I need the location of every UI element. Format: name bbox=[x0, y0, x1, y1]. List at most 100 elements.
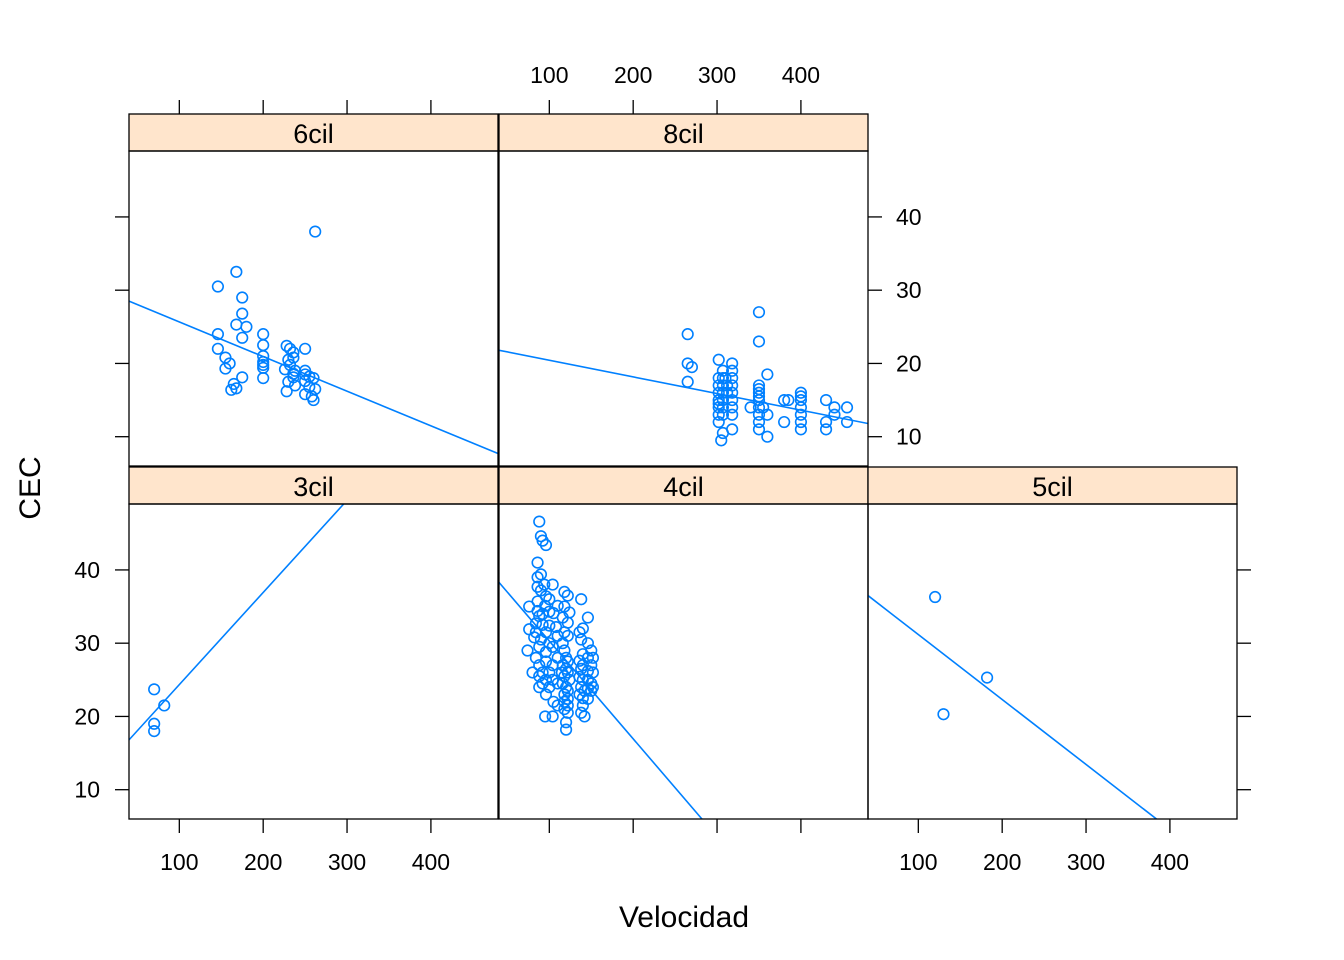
data-point-4cil bbox=[585, 684, 598, 697]
data-point-8cil bbox=[819, 393, 833, 407]
data-point-6cil bbox=[230, 382, 243, 395]
data-point-8cil bbox=[726, 364, 739, 377]
data-point-4cil bbox=[586, 651, 600, 664]
data-point-4cil bbox=[575, 593, 588, 606]
data-point-4cil bbox=[534, 568, 548, 581]
data-point-8cil bbox=[761, 430, 774, 443]
data-point-8cil bbox=[726, 357, 739, 370]
data-point-8cil bbox=[778, 415, 791, 429]
regression-line-3cil bbox=[129, 504, 345, 741]
data-point-4cil bbox=[539, 645, 553, 659]
data-point-6cil bbox=[257, 339, 270, 352]
data-point-4cil bbox=[539, 688, 553, 701]
data-point-6cil bbox=[240, 320, 253, 333]
regression-line-4cil bbox=[499, 581, 703, 819]
data-point-5cil bbox=[937, 708, 950, 721]
data-point-4cil bbox=[575, 633, 588, 646]
data-point-8cil bbox=[840, 401, 854, 414]
data-point-6cil bbox=[299, 342, 312, 355]
data-point-3cil bbox=[148, 683, 161, 696]
strip-label-8cil: 8cil bbox=[663, 119, 704, 149]
y-tick-label: 10 bbox=[896, 424, 922, 450]
regression-line-6cil bbox=[129, 300, 498, 455]
data-point-8cil bbox=[794, 408, 808, 421]
data-point-8cil bbox=[726, 408, 739, 421]
data-point-6cil bbox=[223, 357, 236, 370]
strip-5cil bbox=[867, 466, 1238, 505]
data-point-6cil bbox=[257, 328, 270, 341]
data-point-8cil bbox=[840, 415, 854, 429]
data-point-8cil bbox=[752, 401, 766, 414]
panel-frame-5cil bbox=[867, 503, 1238, 820]
data-point-6cil bbox=[225, 383, 238, 396]
panel-frame-8cil bbox=[498, 150, 869, 467]
strip-label-3cil: 3cil bbox=[293, 472, 334, 502]
data-point-4cil bbox=[536, 677, 549, 690]
data-point-6cil bbox=[211, 342, 224, 355]
data-point-8cil bbox=[726, 401, 739, 414]
strip-6cil bbox=[128, 113, 499, 152]
data-point-6cil bbox=[307, 393, 320, 407]
data-point-4cil bbox=[546, 710, 559, 723]
strip-8cil bbox=[498, 113, 869, 152]
strip-label-6cil: 6cil bbox=[293, 119, 334, 149]
data-point-4cil bbox=[539, 655, 553, 668]
data-point-8cil bbox=[726, 379, 739, 392]
strip-3cil bbox=[128, 466, 499, 505]
data-point-8cil bbox=[726, 371, 739, 385]
data-point-4cil bbox=[561, 699, 574, 712]
data-point-4cil bbox=[581, 637, 594, 650]
data-point-8cil bbox=[761, 368, 774, 381]
data-point-8cil bbox=[681, 328, 694, 341]
x-tick-label: 400 bbox=[782, 62, 820, 88]
data-point-8cil bbox=[726, 386, 739, 399]
data-point-4cil bbox=[533, 515, 546, 528]
data-point-5cil bbox=[928, 590, 942, 604]
data-point-8cil bbox=[681, 375, 694, 388]
data-point-4cil bbox=[546, 578, 559, 591]
data-point-4cil bbox=[528, 631, 541, 644]
data-point-8cil bbox=[726, 393, 739, 407]
data-point-6cil bbox=[230, 318, 243, 331]
data-point-6cil bbox=[211, 280, 224, 293]
x-tick-label: 400 bbox=[412, 849, 450, 875]
data-point-8cil bbox=[715, 434, 728, 447]
data-point-8cil bbox=[752, 415, 766, 429]
x-tick-label: 200 bbox=[983, 849, 1021, 875]
data-point-8cil bbox=[794, 423, 808, 436]
y-tick-label: 20 bbox=[896, 350, 922, 376]
y-tick-label: 20 bbox=[74, 703, 100, 729]
data-point-4cil bbox=[561, 666, 574, 679]
data-point-8cil bbox=[782, 393, 795, 407]
data-point-8cil bbox=[794, 401, 808, 414]
data-point-3cil bbox=[148, 717, 161, 730]
data-point-4cil bbox=[559, 716, 573, 729]
data-point-5cil bbox=[980, 671, 994, 684]
data-point-6cil bbox=[236, 291, 249, 304]
data-point-8cil bbox=[726, 423, 739, 436]
data-point-6cil bbox=[280, 385, 293, 398]
data-point-4cil bbox=[536, 618, 549, 631]
y-tick-label: 40 bbox=[74, 557, 100, 583]
regression-line-5cil bbox=[868, 594, 1157, 819]
panel-frame-3cil bbox=[128, 503, 499, 820]
data-point-4cil bbox=[558, 695, 571, 708]
data-point-8cil bbox=[794, 386, 808, 399]
data-point-4cil bbox=[543, 619, 556, 632]
data-point-8cil bbox=[752, 335, 766, 348]
x-tick-label: 100 bbox=[160, 849, 198, 875]
panel-frame-6cil bbox=[128, 150, 499, 467]
data-point-4cil bbox=[539, 673, 553, 686]
data-point-8cil bbox=[685, 361, 698, 374]
data-point-6cil bbox=[211, 328, 224, 341]
data-point-8cil bbox=[828, 408, 841, 421]
x-tick-label: 300 bbox=[698, 62, 736, 88]
data-point-6cil bbox=[288, 379, 302, 392]
data-point-3cil bbox=[158, 699, 171, 712]
data-point-6cil bbox=[236, 331, 249, 344]
data-point-4cil bbox=[556, 637, 569, 650]
y-tick-label: 40 bbox=[896, 204, 922, 230]
x-axis-title: Velocidad bbox=[619, 901, 749, 934]
data-point-6cil bbox=[236, 371, 249, 384]
strip-label-5cil: 5cil bbox=[1032, 472, 1073, 502]
